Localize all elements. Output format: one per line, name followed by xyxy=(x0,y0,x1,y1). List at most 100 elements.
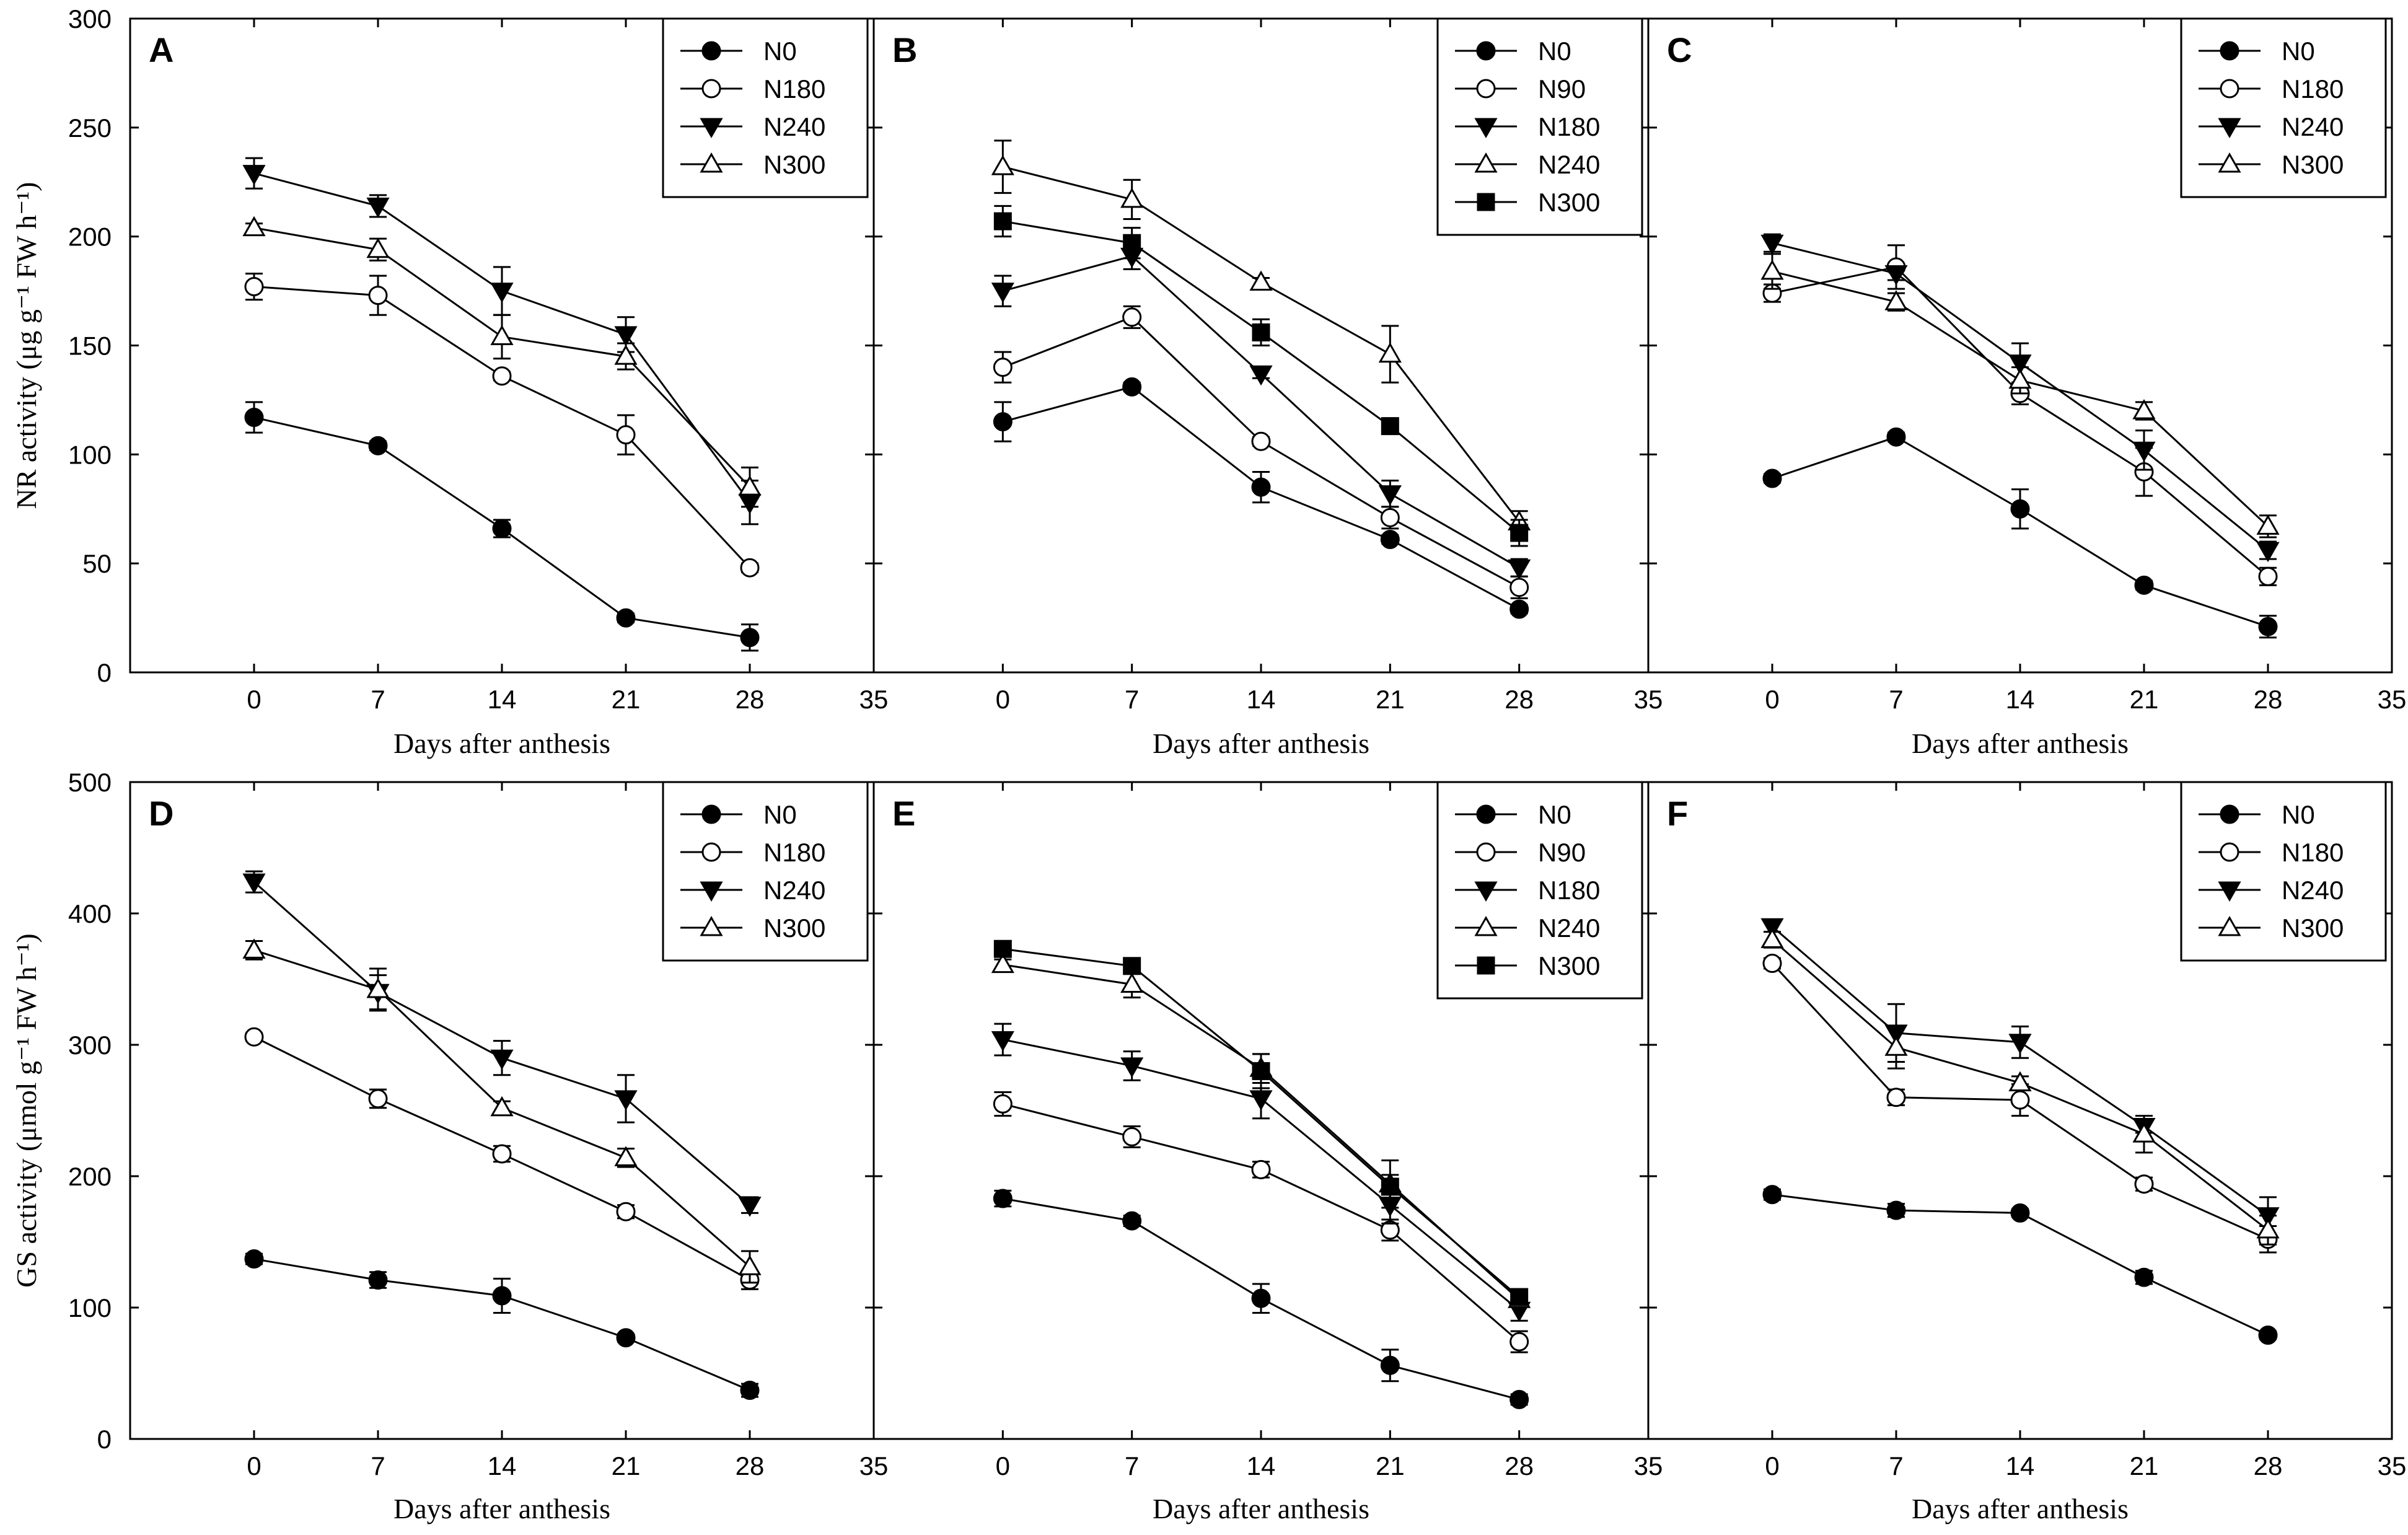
data-point xyxy=(2132,1122,2156,1143)
data-point xyxy=(993,412,1013,432)
data-point xyxy=(1378,485,1402,506)
x-tick-label: 35 xyxy=(1634,685,1663,714)
data-point xyxy=(1381,1177,1399,1196)
x-tick-label: 14 xyxy=(488,685,517,714)
x-tick-label: 7 xyxy=(1125,685,1139,714)
y-tick-label: 200 xyxy=(68,222,112,252)
legend-label: N0 xyxy=(2282,37,2315,66)
legend-marker xyxy=(700,915,723,936)
legend-marker xyxy=(1474,915,1498,936)
x-tick-label: 21 xyxy=(1376,1451,1405,1480)
x-tick-label: 7 xyxy=(1889,1451,1903,1480)
data-point xyxy=(2256,514,2280,535)
data-point xyxy=(242,216,266,237)
legend-label: N300 xyxy=(1538,188,1600,217)
legend-label: N300 xyxy=(1538,951,1600,980)
series-n0 xyxy=(244,1249,760,1401)
data-point xyxy=(616,1202,636,1221)
y-axis-title: GS activity (μmol g⁻¹ FW h⁻¹) xyxy=(11,933,42,1287)
panel-e-letter: E xyxy=(892,794,915,833)
x-axis-title: Days after anthesis xyxy=(1153,728,1369,759)
panel-a-letter: A xyxy=(149,30,174,69)
series-n0 xyxy=(1762,427,2278,639)
legend-label: N180 xyxy=(763,838,825,867)
x-tick-label: 35 xyxy=(2378,1451,2407,1480)
x-tick-label: 21 xyxy=(612,685,641,714)
legend-marker xyxy=(701,842,721,862)
x-tick-label: 21 xyxy=(612,1451,641,1480)
series-n90 xyxy=(993,1091,1529,1353)
data-point xyxy=(490,283,514,303)
data-point xyxy=(2256,542,2280,563)
x-tick-label: 0 xyxy=(1765,685,1779,714)
data-point xyxy=(1886,427,1906,447)
legend-label: N240 xyxy=(763,876,825,905)
legend-marker xyxy=(2218,881,2241,902)
y-tick-label: 500 xyxy=(68,768,112,797)
data-point xyxy=(1762,1185,1782,1205)
data-point xyxy=(2010,1203,2030,1223)
x-tick-label: 35 xyxy=(1634,1451,1663,1480)
series-n0 xyxy=(1762,1185,2278,1345)
data-point xyxy=(1123,234,1141,252)
legend-marker xyxy=(1474,881,1498,902)
data-point xyxy=(991,155,1014,175)
y-tick-label: 150 xyxy=(68,332,112,361)
legend-label: N90 xyxy=(1538,74,1586,103)
panel-e-legend: N0 N90 N180 N240 N300 xyxy=(1436,781,1643,1000)
x-tick-label: 7 xyxy=(1889,685,1903,714)
data-point xyxy=(368,286,388,306)
legend-label: N90 xyxy=(1538,838,1586,867)
data-point xyxy=(740,628,760,648)
y-tick-label: 400 xyxy=(68,899,112,928)
legend-box xyxy=(1436,781,1643,1000)
data-point xyxy=(1884,265,1908,286)
data-point xyxy=(492,366,512,386)
data-point xyxy=(2010,499,2030,519)
series-n300 xyxy=(1760,253,2280,539)
data-point xyxy=(738,1197,762,1217)
data-point xyxy=(490,1096,514,1117)
data-point xyxy=(1509,1389,1529,1409)
y-tick-label: 300 xyxy=(68,1031,112,1060)
series-n300 xyxy=(993,939,1529,1306)
data-point xyxy=(738,1255,762,1275)
y-axis-title: NR activity (μg g⁻¹ FW h⁻¹) xyxy=(11,182,42,509)
data-point xyxy=(490,325,514,345)
panel-f: 0 7 14 21 28 35 Days after anthesis F N0 N180 N240… xyxy=(1647,781,2407,1524)
data-point xyxy=(993,358,1013,377)
data-point xyxy=(244,277,264,297)
x-axis-title: Days after anthesis xyxy=(1153,1493,1369,1524)
data-point xyxy=(1886,1200,1906,1220)
data-point xyxy=(368,1089,388,1109)
data-point xyxy=(1760,928,1784,948)
data-point xyxy=(738,475,762,496)
series-n180 xyxy=(244,1027,760,1290)
series-n0-line xyxy=(1772,436,2269,628)
x-tick-label: 21 xyxy=(2130,1451,2159,1480)
legend-label: N0 xyxy=(763,37,797,66)
data-point xyxy=(993,939,1012,958)
legend-box xyxy=(2180,781,2387,962)
legend-marker xyxy=(700,152,723,173)
x-tick-label: 0 xyxy=(247,685,261,714)
legend-marker xyxy=(1476,842,1496,862)
data-point xyxy=(368,436,388,455)
y-tick-label: 100 xyxy=(68,1293,112,1322)
data-point xyxy=(1252,1062,1270,1080)
data-point xyxy=(1251,1159,1271,1179)
data-point xyxy=(991,1031,1014,1052)
legend-label: N0 xyxy=(763,800,797,829)
x-tick-label: 21 xyxy=(2130,685,2159,714)
panel-d: 0 7 14 21 28 35 0 100 200 300 400 500 Days after ant… xyxy=(11,768,888,1524)
data-point xyxy=(991,283,1014,303)
data-point xyxy=(1378,342,1402,363)
legend-label: N0 xyxy=(1538,800,1571,829)
x-tick-label: 35 xyxy=(2378,685,2407,714)
data-point xyxy=(1510,524,1529,542)
legend-marker xyxy=(2220,804,2239,824)
data-point xyxy=(366,977,390,998)
legend-box xyxy=(2180,17,2387,198)
